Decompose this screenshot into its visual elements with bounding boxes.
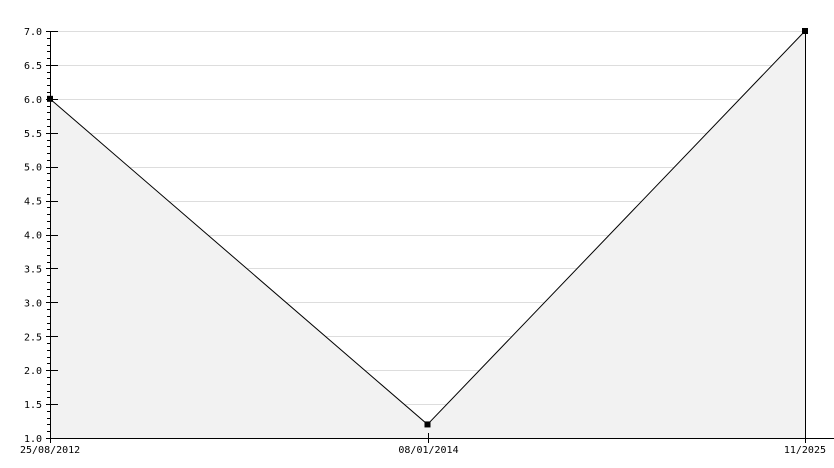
y-tick-label: 3.5 <box>24 264 42 275</box>
y-tick-label: 5.5 <box>24 129 42 140</box>
y-tick-label: 2.5 <box>24 332 42 343</box>
x-tick-label: 25/08/2012 <box>20 445 80 456</box>
y-tick-label: 6.0 <box>24 95 42 106</box>
y-tick-label: 5.0 <box>24 163 42 174</box>
data-point <box>424 421 431 428</box>
area-fill <box>50 31 805 438</box>
y-tick-label: 3.0 <box>24 298 42 309</box>
y-tick-label: 1.0 <box>24 434 42 445</box>
y-tick-label: 1.5 <box>24 400 42 411</box>
y-tick-label: 2.0 <box>24 366 42 377</box>
y-tick-label: 4.0 <box>24 231 42 242</box>
y-tick-label: 4.5 <box>24 197 42 208</box>
x-tick-label: 11/2025 <box>784 445 826 456</box>
x-tick-label: 08/01/2014 <box>398 445 458 456</box>
y-tick-label: 6.5 <box>24 61 42 72</box>
data-point <box>802 28 808 34</box>
data-point <box>47 95 53 102</box>
y-tick-label: 7.0 <box>24 27 42 38</box>
